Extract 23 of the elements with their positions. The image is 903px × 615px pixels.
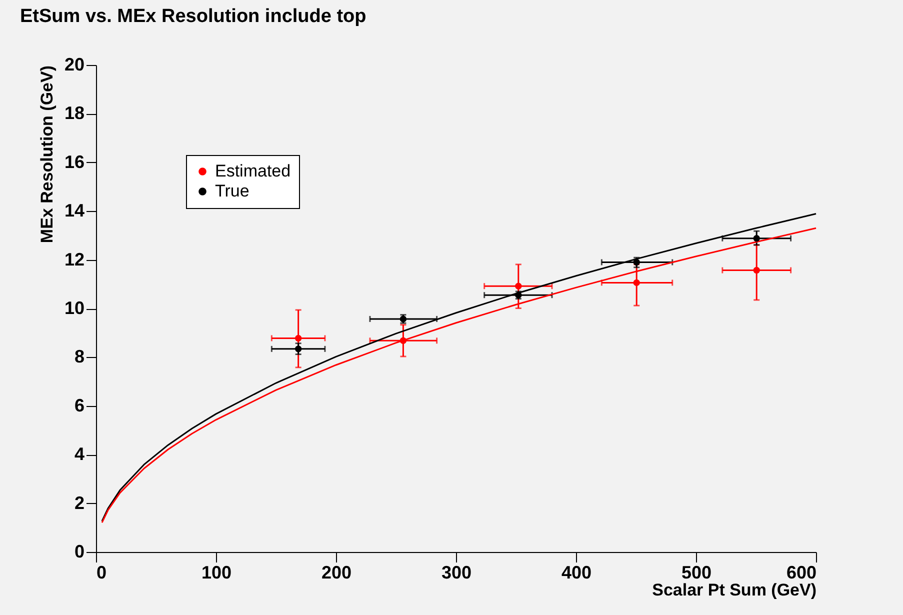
y-tick-label: 20 bbox=[64, 54, 84, 74]
legend-label: True bbox=[215, 182, 250, 200]
x-tick-label: 600 bbox=[786, 562, 816, 582]
x-axis-title: Scalar Pt Sum (GeV) bbox=[652, 580, 816, 600]
x-tick-label: 200 bbox=[321, 562, 352, 582]
y-tick-label: 12 bbox=[64, 249, 84, 270]
y-tick-label: 18 bbox=[64, 103, 84, 124]
y-tick-label: 6 bbox=[74, 395, 84, 416]
chart-title: EtSum vs. MEx Resolution include top bbox=[20, 6, 366, 27]
y-tick-label: 8 bbox=[74, 346, 84, 367]
y-tick-label: 14 bbox=[64, 200, 84, 221]
x-tick-label: 300 bbox=[441, 562, 472, 582]
y-axis-title: MEx Resolution (GeV) bbox=[37, 66, 56, 244]
x-tick-label: 400 bbox=[561, 562, 592, 582]
y-tick-label: 2 bbox=[74, 492, 84, 513]
y-tick-label: 4 bbox=[74, 444, 84, 464]
x-tick-label: 0 bbox=[96, 562, 107, 582]
legend-label: Estimated bbox=[215, 162, 291, 180]
y-tick-label: 16 bbox=[64, 152, 84, 172]
x-tick-label: 100 bbox=[201, 562, 232, 582]
y-tick-label: 10 bbox=[64, 298, 84, 318]
x-tick-label: 500 bbox=[681, 562, 712, 582]
y-tick-label: 0 bbox=[74, 542, 84, 562]
